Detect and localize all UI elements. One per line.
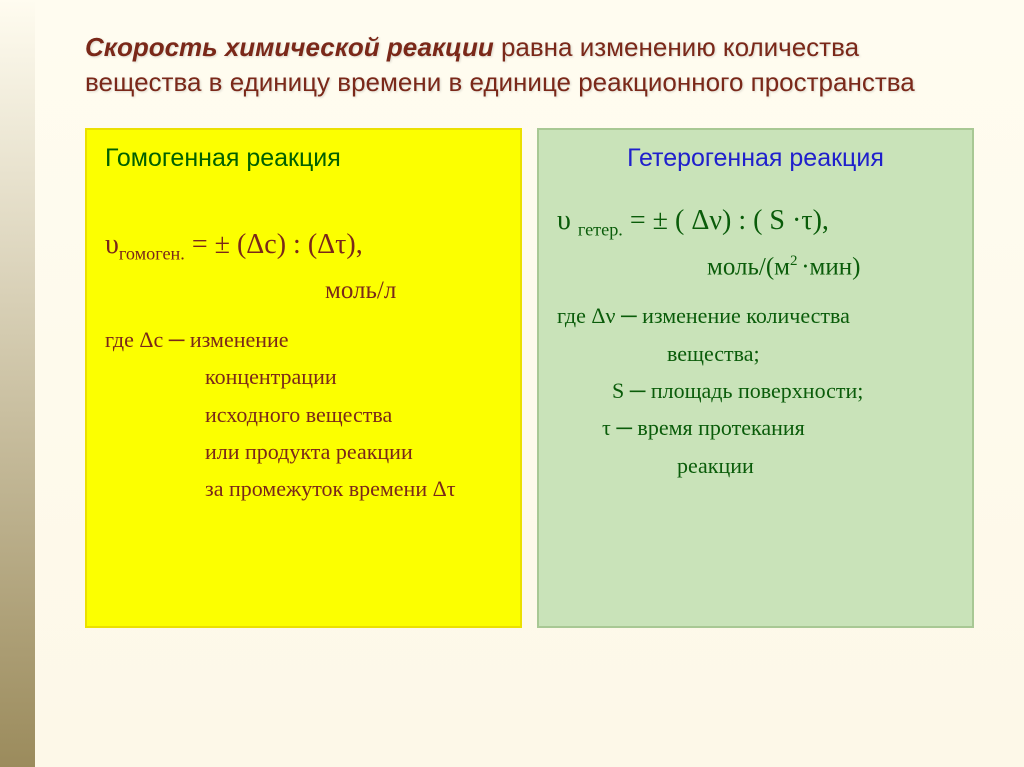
slide: Скорость химической реакции равна измене… [0,0,1024,767]
page-title: Скорость химической реакции равна измене… [85,30,974,100]
formula-lhs: υ [557,205,578,236]
right-panel: Гетерогенная реакция υ гетер. = ± ( Δν) … [537,128,974,628]
title-strong: Скорость химической реакции [85,32,494,62]
left-formula: υгомоген. = ± (Δс) : (Δτ), [105,229,502,265]
formula-rhs: = ± ( Δν) : ( S ·τ), [623,205,829,236]
left-units: моль/л [105,277,502,305]
units-sup: 2 [790,253,801,269]
formula-sub: гомоген. [119,244,185,264]
left-heading: Гомогенная реакция [105,144,502,173]
left-where-3: исходного вещества [105,396,502,433]
formula-sub: гетер. [578,220,623,240]
columns: Гомогенная реакция υгомоген. = ± (Δс) : … [85,128,974,628]
left-where-4: или продукта реакции [105,433,502,470]
left-where-5: за промежуток времени Δτ [105,470,502,507]
right-where-1: где Δν ─ изменение количества [557,297,954,334]
right-where-3: τ ─ время протекания [557,409,954,446]
left-panel: Гомогенная реакция υгомоген. = ± (Δс) : … [85,128,522,628]
units-post: ·мин) [801,253,860,280]
formula-lhs: υ [105,229,119,260]
left-where-2: концентрации [105,358,502,395]
right-formula: υ гетер. = ± ( Δν) : ( S ·τ), [557,205,954,241]
left-where-1: где Δс ─ изменение [105,321,502,358]
right-where-3b: реакции [557,447,954,484]
right-where-1b: вещества; [557,335,954,372]
formula-rhs: = ± (Δс) : (Δτ), [185,229,363,260]
units-pre: моль/(м [707,253,790,280]
right-heading: Гетерогенная реакция [557,144,954,173]
right-units: моль/(м2 ·мин) [557,253,954,281]
right-where-2: S ─ площадь поверхности; [557,372,954,409]
